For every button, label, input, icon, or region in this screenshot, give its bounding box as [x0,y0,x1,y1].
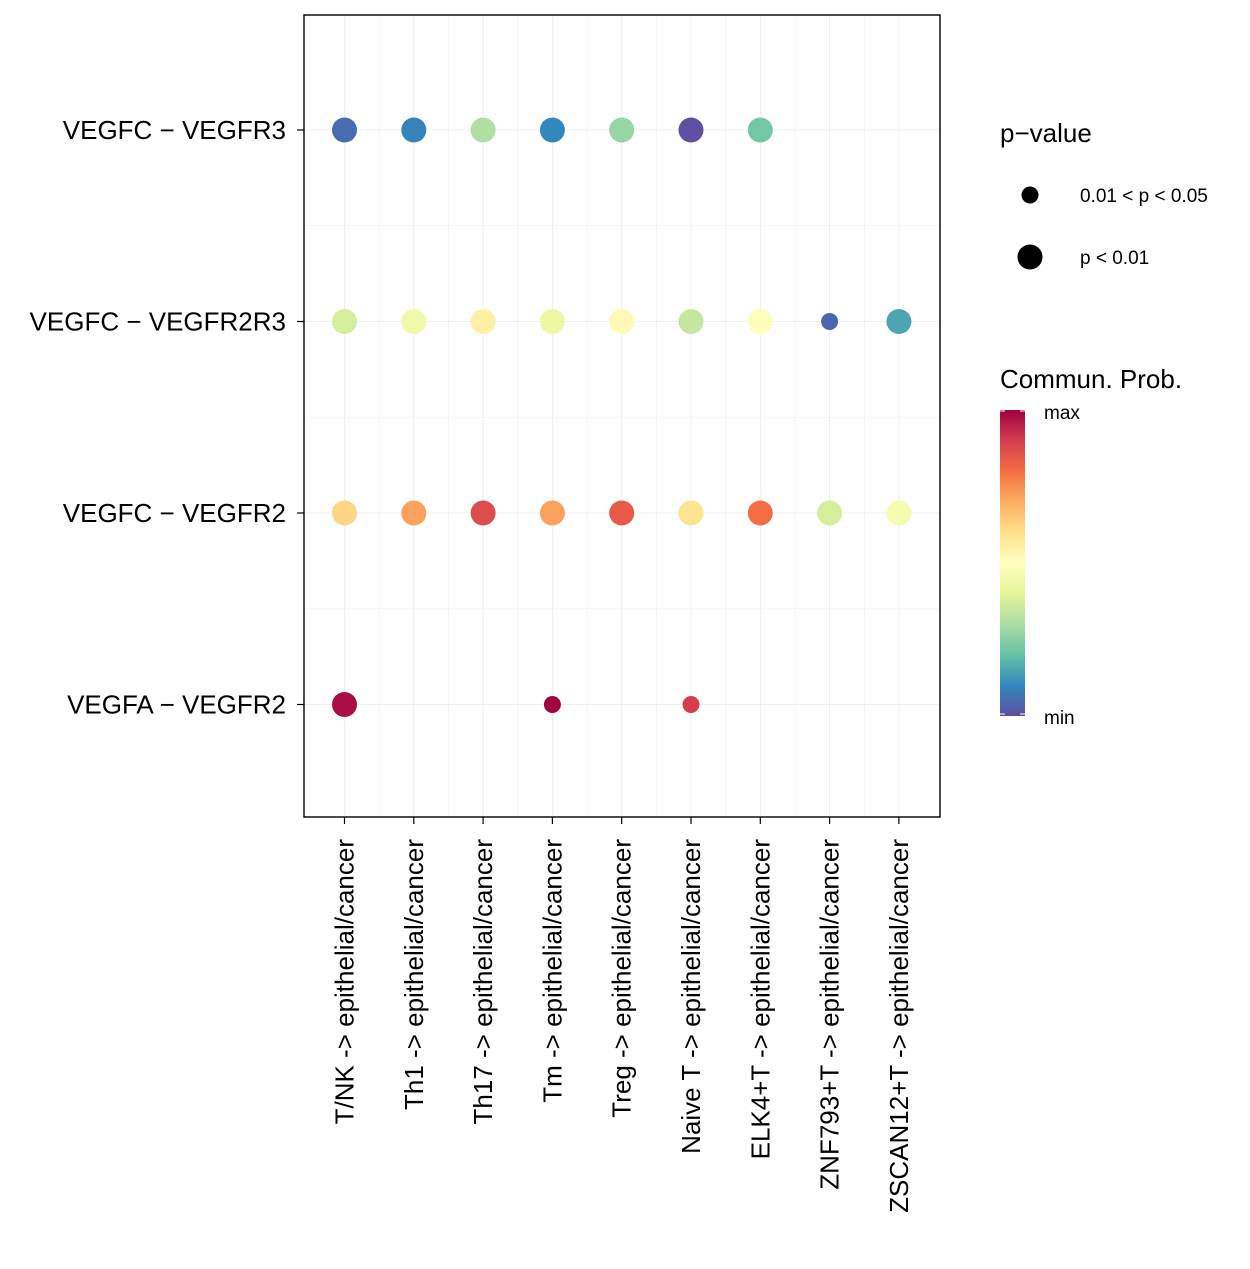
y-tick-label: VEGFC − VEGFR2R3 [30,307,286,337]
data-point [332,117,357,143]
data-point [747,500,773,526]
data-point [609,500,635,526]
data-point [682,696,700,713]
data-point [678,500,704,526]
x-tick-label: Tm -> epithelial/cancer [537,839,567,1103]
x-tick-label: Th1 -> epithelial/cancer [399,839,429,1110]
data-point [747,309,773,334]
data-point [609,309,635,334]
x-axis: T/NK -> epithelial/cancer Th1 -> epitheli… [330,817,914,1213]
size-legend-label: 0.01 < p < 0.05 [1080,186,1208,207]
data-point [401,309,427,334]
data-point [678,117,704,143]
x-tick-label: Treg -> epithelial/cancer [607,839,637,1118]
colorbar-min-label: min [1044,708,1075,729]
data-point [470,309,496,334]
size-legend-dot [1017,244,1043,270]
data-point [539,117,565,143]
size-legend-label: p < 0.01 [1080,248,1149,269]
data-point [817,500,843,526]
data-point [332,309,357,334]
data-point [886,500,912,526]
data-point [470,117,496,143]
data-points [332,117,912,717]
data-point [401,117,427,143]
legends: p−value 0.01 < p < 0.05 p < 0.01 Commun. … [1000,118,1208,729]
data-point [332,500,357,526]
data-point [821,313,839,330]
colorbar-max-label: max [1044,403,1080,424]
color-legend-title: Commun. Prob. [1000,364,1182,394]
size-legend-dot [1021,186,1039,204]
x-tick-label: ZNF793+T -> epithelial/cancer [815,839,845,1190]
data-point [609,117,635,143]
y-axis: VEGFC − VEGFR3 VEGFC − VEGFR2R3 VEGFC − VE… [30,115,304,720]
data-point [543,696,561,713]
y-tick-label: VEGFC − VEGFR2 [63,498,286,528]
x-tick-label: ZSCAN12+T -> epithelial/cancer [884,839,914,1213]
y-tick-label: VEGFA − VEGFR2 [67,690,286,720]
data-point [886,309,912,334]
data-point [539,309,565,334]
colorbar [1000,410,1025,716]
x-tick-label: ELK4+T -> epithelial/cancer [745,839,775,1160]
x-tick-label: T/NK -> epithelial/cancer [330,839,360,1125]
data-point [747,117,773,143]
x-tick-label: Th17 -> epithelial/cancer [468,839,498,1125]
x-tick-label: Naive T -> epithelial/cancer [676,839,706,1154]
data-point [332,692,357,717]
data-point [401,500,427,526]
data-point [678,309,704,334]
y-tick-label: VEGFC − VEGFR3 [63,115,286,145]
data-point [539,500,565,526]
size-legend-items: 0.01 < p < 0.05 p < 0.01 [1017,186,1208,270]
data-point [470,500,496,526]
size-legend-title: p−value [1000,118,1092,148]
